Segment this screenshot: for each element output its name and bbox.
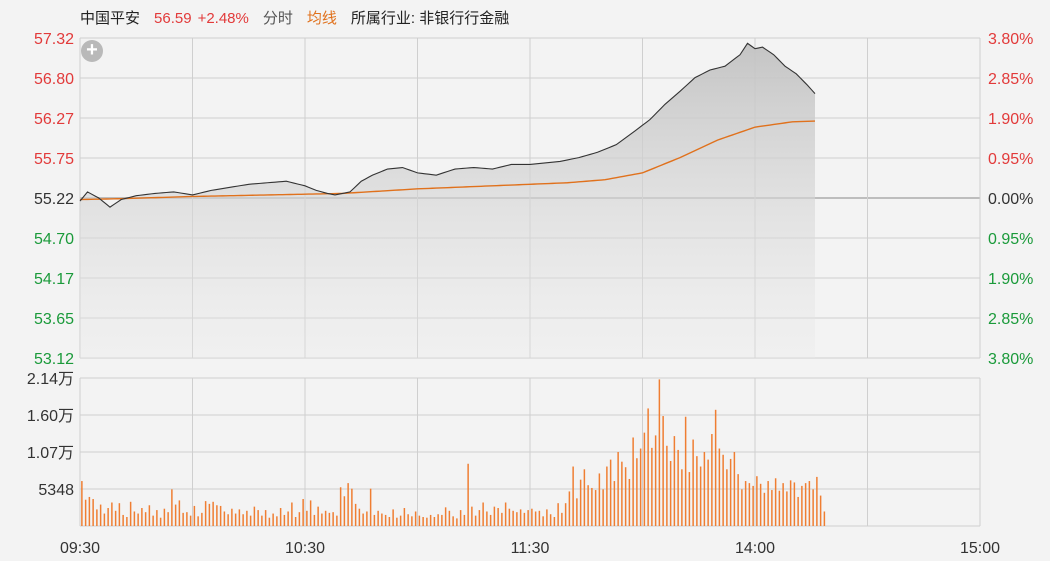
- price-area-fill: [80, 43, 815, 358]
- percent-tick-label: 3.80%: [988, 31, 1033, 48]
- industry-label: 所属行业: 非银行行金融: [350, 10, 510, 27]
- price-tick-label: 53.65: [34, 311, 74, 328]
- stock-change-pct: +2.48%: [197, 10, 249, 27]
- price-tick-label: 56.27: [34, 111, 74, 128]
- price-line: [79, 42, 816, 208]
- price-line-group: [79, 42, 816, 208]
- price-tick-label: 55.22: [34, 191, 74, 208]
- price-tick-label: 56.80: [34, 71, 74, 88]
- percent-tick-label: 0.95%: [988, 151, 1033, 168]
- volume-tick-label: 5348: [38, 482, 74, 499]
- price-tick-label: 57.32: [34, 31, 74, 48]
- percent-tick-label: 2.85%: [988, 71, 1033, 88]
- percent-tick-label: 0.95%: [988, 231, 1033, 248]
- percent-tick-label: 1.90%: [988, 111, 1033, 128]
- stock-name: 中国平安: [80, 10, 141, 27]
- time-tick-label: 09:30: [60, 540, 100, 557]
- mode-toggle[interactable]: 分时: [262, 10, 293, 27]
- volume-axis: 2.14万 1.60万 1.07万 5348: [27, 371, 74, 499]
- percent-axis: 3.80% 2.85% 1.90% 0.95% 0.00% 0.95% 1.90% 2.85%…: [988, 31, 1033, 368]
- price-tick-label: 53.12: [34, 351, 74, 368]
- volume-tick-label: 1.07万: [27, 445, 74, 462]
- time-tick-label: 10:30: [285, 540, 325, 557]
- time-tick-label: 11:30: [511, 540, 550, 557]
- percent-tick-label: 2.85%: [988, 311, 1033, 328]
- price-tick-label: 55.75: [34, 151, 74, 168]
- time-tick-label: 14:00: [735, 540, 775, 557]
- percent-tick-label: 0.00%: [988, 191, 1033, 208]
- price-axis: 57.32 56.80 56.27 55.75 55.22 54.70 54.17 53.65…: [34, 31, 74, 368]
- avg-line: [79, 120, 816, 201]
- stock-header: 中国平安 56.59 +2.48% 分时 均线 所属行业: 非银行行金融: [80, 9, 509, 29]
- stock-price: 56.59: [154, 10, 192, 27]
- percent-tick-label: 3.80%: [988, 351, 1033, 368]
- add-icon[interactable]: +: [81, 40, 103, 62]
- price-tick-label: 54.70: [34, 231, 74, 248]
- volume-tick-label: 1.60万: [27, 408, 74, 425]
- volume-bars: [81, 379, 826, 526]
- volume-tick-label: 2.14万: [27, 371, 74, 388]
- percent-tick-label: 1.90%: [988, 271, 1033, 288]
- price-tick-label: 54.17: [34, 271, 74, 288]
- time-axis: 09:30 10:30 11:30 14:00 15:00: [60, 540, 1000, 557]
- time-tick-label: 15:00: [960, 540, 1000, 557]
- avg-line-legend[interactable]: 均线: [306, 10, 337, 27]
- avg-line-group: [79, 120, 816, 201]
- price-area: [80, 43, 815, 358]
